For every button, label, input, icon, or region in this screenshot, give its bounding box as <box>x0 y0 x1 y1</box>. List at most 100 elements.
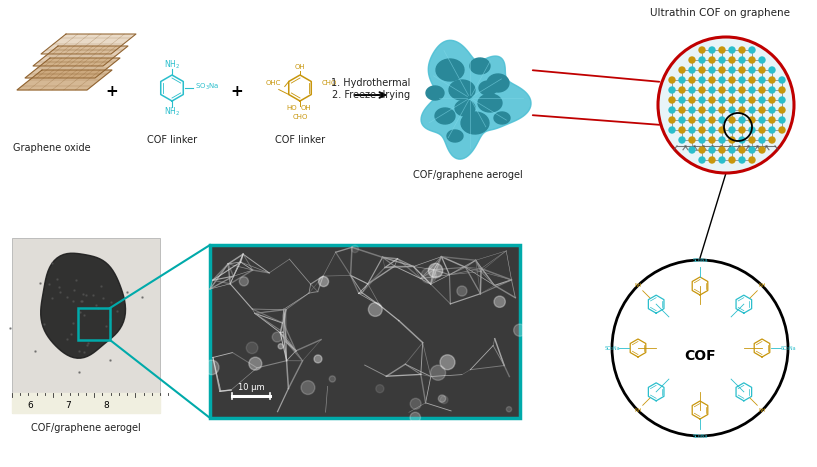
Circle shape <box>729 77 735 83</box>
Circle shape <box>699 87 705 93</box>
Circle shape <box>709 157 715 163</box>
Circle shape <box>719 77 725 83</box>
Polygon shape <box>449 80 475 100</box>
Circle shape <box>440 355 455 370</box>
Circle shape <box>669 127 675 133</box>
Circle shape <box>507 407 511 412</box>
Circle shape <box>669 107 675 113</box>
Circle shape <box>699 77 705 83</box>
Circle shape <box>719 117 725 123</box>
Circle shape <box>669 117 675 123</box>
Circle shape <box>301 381 315 395</box>
Polygon shape <box>426 86 444 100</box>
Circle shape <box>679 87 685 93</box>
Circle shape <box>457 286 467 296</box>
Circle shape <box>749 157 755 163</box>
Circle shape <box>739 157 745 163</box>
Text: Graphene oxide: Graphene oxide <box>13 143 91 153</box>
Circle shape <box>759 87 765 93</box>
Polygon shape <box>692 401 708 419</box>
Circle shape <box>709 57 715 63</box>
Circle shape <box>759 67 765 73</box>
Circle shape <box>769 137 775 143</box>
Circle shape <box>749 137 755 143</box>
Text: COF linker: COF linker <box>147 135 197 145</box>
Circle shape <box>739 117 745 123</box>
Polygon shape <box>461 112 489 134</box>
Text: CHO: CHO <box>321 80 337 86</box>
Text: 8: 8 <box>103 401 109 410</box>
Bar <box>78 308 110 340</box>
Circle shape <box>428 263 443 278</box>
Circle shape <box>779 87 785 93</box>
Circle shape <box>739 97 745 103</box>
Text: SO₃Na: SO₃Na <box>692 433 708 439</box>
Circle shape <box>278 344 283 349</box>
Circle shape <box>749 117 755 123</box>
Circle shape <box>729 67 735 73</box>
Text: OH: OH <box>301 105 311 111</box>
Circle shape <box>739 137 745 143</box>
Circle shape <box>729 147 735 153</box>
Text: NH$_2$: NH$_2$ <box>164 59 180 71</box>
Polygon shape <box>649 295 664 313</box>
Circle shape <box>749 67 755 73</box>
Circle shape <box>779 127 785 133</box>
Circle shape <box>699 127 705 133</box>
Circle shape <box>699 117 705 123</box>
Polygon shape <box>436 59 464 81</box>
Polygon shape <box>736 383 752 401</box>
Circle shape <box>739 47 745 53</box>
Circle shape <box>769 117 775 123</box>
Text: SO$_3$Na: SO$_3$Na <box>195 82 219 92</box>
Circle shape <box>314 355 322 363</box>
Circle shape <box>421 268 436 283</box>
Text: NH: NH <box>758 283 766 288</box>
Circle shape <box>719 147 725 153</box>
Circle shape <box>779 77 785 83</box>
Circle shape <box>699 137 705 143</box>
Circle shape <box>658 37 794 173</box>
Polygon shape <box>478 94 502 112</box>
Text: Ultrathin COF on graphene: Ultrathin COF on graphene <box>650 8 790 18</box>
Circle shape <box>679 97 685 103</box>
Circle shape <box>709 87 715 93</box>
Circle shape <box>749 47 755 53</box>
Circle shape <box>769 127 775 133</box>
Circle shape <box>689 117 695 123</box>
Circle shape <box>759 117 765 123</box>
Polygon shape <box>736 295 752 313</box>
Circle shape <box>376 385 384 393</box>
Circle shape <box>679 117 685 123</box>
Text: 6: 6 <box>27 401 33 410</box>
Circle shape <box>410 398 421 409</box>
Circle shape <box>759 77 765 83</box>
Text: COF/graphene aerogel: COF/graphene aerogel <box>31 423 141 433</box>
Circle shape <box>749 127 755 133</box>
Circle shape <box>699 147 705 153</box>
Text: NH$_2$: NH$_2$ <box>164 106 180 118</box>
Polygon shape <box>421 40 531 159</box>
Circle shape <box>719 127 725 133</box>
Text: COF/graphene aerogel: COF/graphene aerogel <box>413 170 523 180</box>
Text: OHC: OHC <box>266 80 281 86</box>
Circle shape <box>689 147 695 153</box>
Circle shape <box>749 57 755 63</box>
Circle shape <box>709 97 715 103</box>
Circle shape <box>719 107 725 113</box>
Polygon shape <box>33 46 128 66</box>
Circle shape <box>689 77 695 83</box>
Circle shape <box>729 47 735 53</box>
Circle shape <box>439 395 446 402</box>
Circle shape <box>351 245 359 253</box>
Circle shape <box>669 77 675 83</box>
Text: NH: NH <box>758 408 766 413</box>
Bar <box>210 245 520 418</box>
Circle shape <box>699 97 705 103</box>
Circle shape <box>272 332 282 342</box>
Circle shape <box>719 57 725 63</box>
Circle shape <box>739 77 745 83</box>
Circle shape <box>689 127 695 133</box>
Circle shape <box>689 137 695 143</box>
Circle shape <box>319 276 328 287</box>
